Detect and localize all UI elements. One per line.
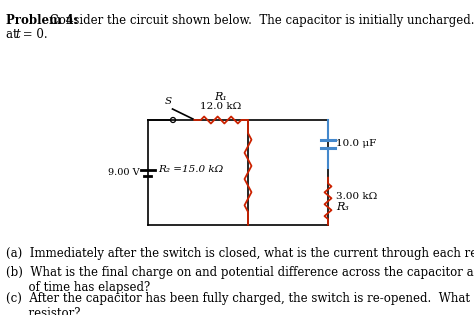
Text: of time has elapsed?: of time has elapsed? (6, 281, 150, 294)
Text: (b)  What is the final charge on and potential difference across the capacitor a: (b) What is the final charge on and pote… (6, 266, 474, 279)
Text: resistor?: resistor? (6, 307, 80, 315)
Text: t: t (16, 28, 20, 41)
Text: (a)  Immediately after the switch is closed, what is the current through each re: (a) Immediately after the switch is clos… (6, 247, 474, 260)
Text: 12.0 kΩ: 12.0 kΩ (201, 102, 242, 111)
Text: R₁: R₁ (215, 92, 228, 102)
Text: S: S (164, 97, 172, 106)
Text: 9.00 V: 9.00 V (109, 168, 140, 177)
Text: at: at (6, 28, 21, 41)
Text: R₂ =15.0 kΩ: R₂ =15.0 kΩ (158, 165, 223, 174)
Text: Consider the circuit shown below.  The capacitor is initially uncharged.  The sw: Consider the circuit shown below. The ca… (46, 14, 474, 27)
Text: R₃: R₃ (336, 202, 349, 212)
Text: 10.0 μF: 10.0 μF (336, 139, 376, 148)
Text: (c)  After the capacitor has been fully charged, the switch is re-opened.  What : (c) After the capacitor has been fully c… (6, 292, 474, 305)
Text: = 0.: = 0. (19, 28, 48, 41)
Text: Problem 4:: Problem 4: (6, 14, 78, 27)
Text: 3.00 kΩ: 3.00 kΩ (336, 192, 377, 201)
